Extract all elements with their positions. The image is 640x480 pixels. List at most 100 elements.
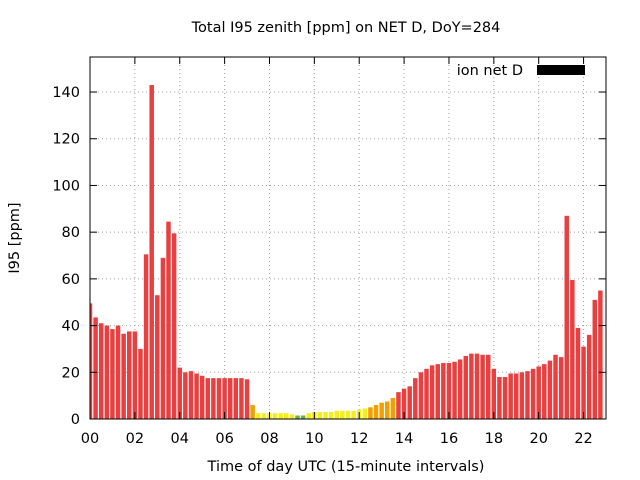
- bar: [306, 413, 311, 419]
- bar: [115, 325, 121, 419]
- y-tick-label: 60: [62, 272, 80, 288]
- y-tick-label: 120: [52, 132, 80, 148]
- bar: [553, 354, 558, 419]
- x-tick-label: 12: [350, 431, 368, 447]
- bar: [385, 401, 390, 419]
- bar: [452, 361, 457, 419]
- legend-swatch: [537, 65, 585, 75]
- grid-lines: [90, 57, 606, 419]
- bar: [570, 280, 575, 419]
- x-tick-label: 10: [305, 431, 323, 447]
- bar: [508, 373, 513, 419]
- bar: [441, 362, 446, 419]
- y-tick-label: 20: [62, 365, 80, 381]
- bar: [457, 359, 463, 419]
- bar: [413, 378, 418, 419]
- bar: [121, 333, 126, 419]
- bar: [575, 327, 581, 419]
- bar: [474, 353, 480, 419]
- y-tick-label: 40: [62, 319, 80, 335]
- bar: [525, 371, 530, 419]
- x-tick-label: 20: [529, 431, 547, 447]
- bar: [334, 410, 340, 419]
- y-tick-label: 140: [52, 85, 80, 101]
- bar: [93, 317, 98, 419]
- bar: [300, 415, 306, 419]
- x-tick-label: 08: [260, 431, 278, 447]
- bar: [424, 368, 429, 419]
- bar: [166, 221, 171, 419]
- bar: [233, 378, 239, 419]
- bar: [227, 378, 233, 419]
- bar: [98, 323, 104, 419]
- bar: [216, 378, 222, 419]
- bar: [485, 354, 491, 419]
- x-tick-label: 18: [485, 431, 503, 447]
- bar: [110, 329, 115, 419]
- bar: [558, 357, 564, 419]
- bar: [396, 392, 401, 419]
- bar: [104, 325, 110, 419]
- bar: [323, 411, 328, 419]
- bar: [289, 414, 295, 419]
- bar: [469, 353, 474, 419]
- bar: [598, 290, 603, 419]
- bar: [368, 407, 373, 419]
- bar: [530, 368, 536, 419]
- bar: [373, 404, 379, 419]
- bar: [463, 355, 469, 419]
- x-axis-label: Time of day UTC (15-minute intervals): [207, 459, 485, 475]
- bar: [435, 364, 440, 419]
- y-ticks: 0 20 40 60 80 100 120 140: [52, 85, 606, 428]
- bar: [250, 404, 255, 419]
- y-axis-label: I95 [ppm]: [7, 202, 23, 273]
- bar: [188, 371, 194, 419]
- bar: [379, 402, 384, 419]
- y-tick-label: 100: [52, 178, 80, 194]
- bar: [244, 379, 250, 419]
- bar: [581, 346, 586, 419]
- bar: [284, 413, 289, 419]
- x-tick-label: 02: [126, 431, 144, 447]
- bar: [564, 215, 569, 419]
- x-ticks: 00 02 04 06 08 10 12 14 16 18 20 22: [81, 57, 593, 447]
- chart-title: Total I95 zenith [ppm] on NET D, DoY=284: [191, 20, 501, 36]
- bar: [90, 303, 93, 419]
- y-tick-label: 80: [62, 225, 80, 241]
- x-tick-label: 22: [574, 431, 592, 447]
- bar: [429, 365, 435, 419]
- x-tick-label: 06: [215, 431, 233, 447]
- bar: [446, 362, 452, 419]
- bar: [261, 413, 267, 419]
- x-tick-label: 04: [171, 431, 189, 447]
- bar: [536, 366, 541, 419]
- x-tick-label: 00: [81, 431, 99, 447]
- bar: [497, 376, 502, 419]
- bar: [183, 372, 188, 419]
- bar: [351, 410, 356, 419]
- bar: [592, 299, 598, 419]
- bar: [514, 373, 519, 419]
- bar: [155, 295, 160, 419]
- bar: [205, 378, 211, 419]
- y-tick-label: 0: [71, 412, 80, 428]
- bar: [547, 360, 553, 419]
- bar: [390, 397, 396, 419]
- bar: [345, 410, 351, 419]
- bar: [519, 372, 525, 419]
- bar: [149, 85, 154, 419]
- bar: [542, 364, 547, 419]
- bar: [502, 376, 508, 419]
- x-tick-label: 16: [440, 431, 458, 447]
- bar: [138, 348, 143, 419]
- bar: [160, 257, 166, 419]
- bar: [586, 334, 592, 419]
- bar: [132, 331, 138, 419]
- x-tick-label: 14: [395, 431, 413, 447]
- bar: [256, 413, 261, 419]
- bar: [295, 415, 300, 419]
- legend-label: ion net D: [457, 63, 523, 79]
- legend: ion net D: [457, 63, 585, 79]
- bar: [177, 367, 182, 419]
- bar: [317, 411, 323, 419]
